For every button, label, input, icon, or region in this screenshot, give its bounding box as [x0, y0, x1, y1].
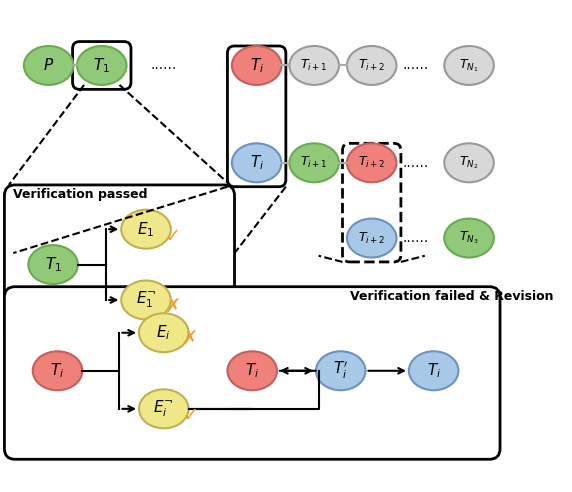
Text: ......: ......	[403, 156, 429, 170]
Text: $T_i$: $T_i$	[245, 362, 259, 380]
Text: $T_{N_3}$: $T_{N_3}$	[459, 230, 479, 246]
Text: ......: ......	[403, 59, 429, 72]
Text: $T_i$: $T_i$	[50, 362, 65, 380]
Ellipse shape	[29, 245, 78, 284]
Ellipse shape	[24, 46, 73, 85]
Ellipse shape	[289, 46, 339, 85]
Text: $T_{i+2}$: $T_{i+2}$	[358, 58, 386, 73]
Text: $E_1^{\neg}$: $E_1^{\neg}$	[136, 290, 156, 310]
Text: ✓: ✓	[182, 406, 198, 426]
Text: $E_i$: $E_i$	[157, 323, 171, 342]
Ellipse shape	[347, 46, 396, 85]
Ellipse shape	[409, 351, 458, 390]
Text: ✗: ✗	[164, 298, 181, 316]
Text: $T_{N_1}$: $T_{N_1}$	[459, 57, 479, 74]
Text: ......: ......	[150, 59, 177, 72]
Ellipse shape	[139, 389, 189, 429]
Text: $T_{i+1}$: $T_{i+1}$	[300, 155, 328, 170]
Text: ......: ......	[403, 231, 429, 245]
Text: Verification passed: Verification passed	[13, 188, 148, 201]
Ellipse shape	[139, 313, 189, 352]
Text: $T_{i+2}$: $T_{i+2}$	[358, 230, 386, 246]
Ellipse shape	[289, 143, 339, 182]
Text: ✗: ✗	[182, 330, 198, 349]
Ellipse shape	[347, 143, 396, 182]
FancyBboxPatch shape	[5, 287, 500, 460]
Ellipse shape	[444, 143, 494, 182]
Ellipse shape	[33, 351, 82, 390]
Text: $T_{i+1}$: $T_{i+1}$	[300, 58, 328, 73]
Ellipse shape	[232, 46, 281, 85]
Ellipse shape	[444, 46, 494, 85]
Text: $T_i$: $T_i$	[249, 154, 264, 172]
Text: $T_{N_2}$: $T_{N_2}$	[459, 154, 479, 171]
Ellipse shape	[228, 351, 277, 390]
Text: $E_i^{\neg}$: $E_i^{\neg}$	[153, 399, 174, 419]
Text: $T_1$: $T_1$	[93, 56, 110, 75]
Text: $T_i$: $T_i$	[249, 56, 264, 75]
Ellipse shape	[77, 46, 126, 85]
Ellipse shape	[232, 143, 281, 182]
Text: $T_i'$: $T_i'$	[333, 360, 348, 381]
Ellipse shape	[121, 280, 171, 319]
Text: $T_1$: $T_1$	[45, 255, 62, 274]
Ellipse shape	[316, 351, 366, 390]
Text: $P$: $P$	[43, 58, 54, 73]
Text: Verification failed & Revision: Verification failed & Revision	[349, 290, 553, 303]
Ellipse shape	[444, 218, 494, 257]
Text: $T_i$: $T_i$	[427, 362, 441, 380]
Text: $E_1$: $E_1$	[137, 220, 154, 239]
Ellipse shape	[121, 210, 171, 248]
FancyBboxPatch shape	[5, 185, 235, 340]
Text: $T_{i+2}$: $T_{i+2}$	[358, 155, 386, 170]
Text: ✓: ✓	[164, 227, 181, 246]
Ellipse shape	[347, 218, 396, 257]
